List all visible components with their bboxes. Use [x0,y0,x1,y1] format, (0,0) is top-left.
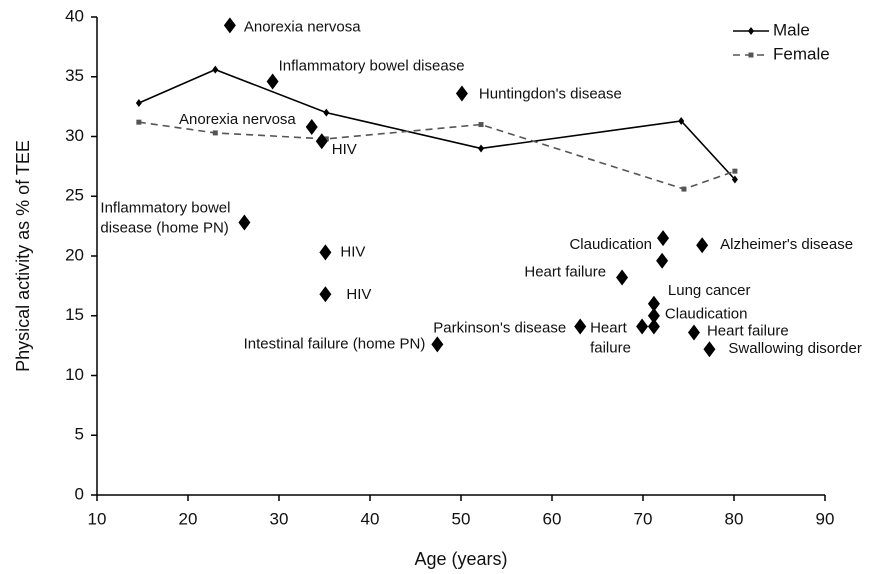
point-label: Anorexia nervosa [179,111,296,128]
y-tick-label: 0 [75,484,84,503]
point-label: HIV [346,286,371,303]
x-tick-label: 40 [361,509,380,528]
point-label: Swallowing disorder [728,340,861,357]
scatter-point [455,85,468,102]
x-axis-title: Age (years) [414,549,507,569]
point-label: Inflammatory bowel [100,200,230,217]
point-label: Anorexia nervosa [244,18,361,35]
y-tick-label: 20 [65,245,84,264]
line-point [478,122,484,128]
line-point [681,186,687,192]
line-point [136,119,142,125]
line-point [135,99,142,108]
scatter-point [696,237,709,254]
x-tick-label: 70 [634,509,653,528]
point-label: Heart failure [524,263,606,280]
y-tick-label: 30 [65,126,84,145]
y-tick-label: 40 [65,6,84,25]
scatter-point [305,118,318,135]
y-tick-label: 25 [65,186,84,205]
line-point [731,175,738,184]
line-point [732,168,738,174]
x-tick-label: 30 [270,509,289,528]
series-line [138,121,736,190]
point-label: Heart [590,319,628,336]
x-tick-label: 50 [452,509,471,528]
scatter-point [616,269,629,286]
line-point [323,108,330,117]
series-line [138,68,736,181]
legend-label: Male [773,20,810,39]
x-tick-label: 60 [543,509,562,528]
point-label: Claudication [569,236,652,253]
point-label: Parkinson's disease [433,319,566,336]
y-tick-label: 10 [65,365,84,384]
scatter-point [238,214,251,231]
point-label: HIV [332,141,357,158]
scatter-point [647,307,660,324]
scatter-point [266,73,279,90]
x-tick-label: 90 [816,509,835,528]
scatter-point [319,286,332,303]
point-label: Huntingdon's disease [479,85,622,102]
point-label: HIV [340,243,365,260]
line-point [678,116,685,125]
legend-label: Female [773,44,830,63]
legend-marker [748,27,754,35]
point-label: Heart failure [707,322,789,339]
scatter-point [647,295,660,312]
point-label: Lung cancer [668,282,751,299]
point-label: Inflammatory bowel disease [279,57,465,74]
line-point [478,144,485,153]
legend-marker [748,52,754,58]
scatter-point [687,324,700,341]
line-point [323,136,329,142]
y-axis-title: Physical activity as % of TEE [13,140,33,372]
point-label: Alzheimer's disease [720,236,853,253]
point-label: failure [590,339,631,356]
x-tick-label: 80 [725,509,744,528]
scatter-point [636,318,649,335]
scatter-point [647,318,660,335]
scatter-point [657,230,670,247]
scatter-point [431,336,444,353]
point-label: Intestinal failure (home PN) [244,335,426,352]
point-label: Claudication [665,306,748,323]
scatter-point [703,341,716,358]
y-tick-label: 15 [65,305,84,324]
scatter-point [315,133,328,150]
scatter-point [223,17,236,34]
scatter-point [319,244,332,261]
y-tick-label: 5 [75,425,84,444]
x-tick-label: 10 [88,509,107,528]
scatter-point [574,318,587,335]
y-tick-label: 35 [65,66,84,85]
line-point [212,65,219,74]
scatter-point [656,252,669,269]
x-tick-label: 20 [179,509,198,528]
point-label: disease (home PN) [100,220,228,237]
line-point [212,130,218,136]
